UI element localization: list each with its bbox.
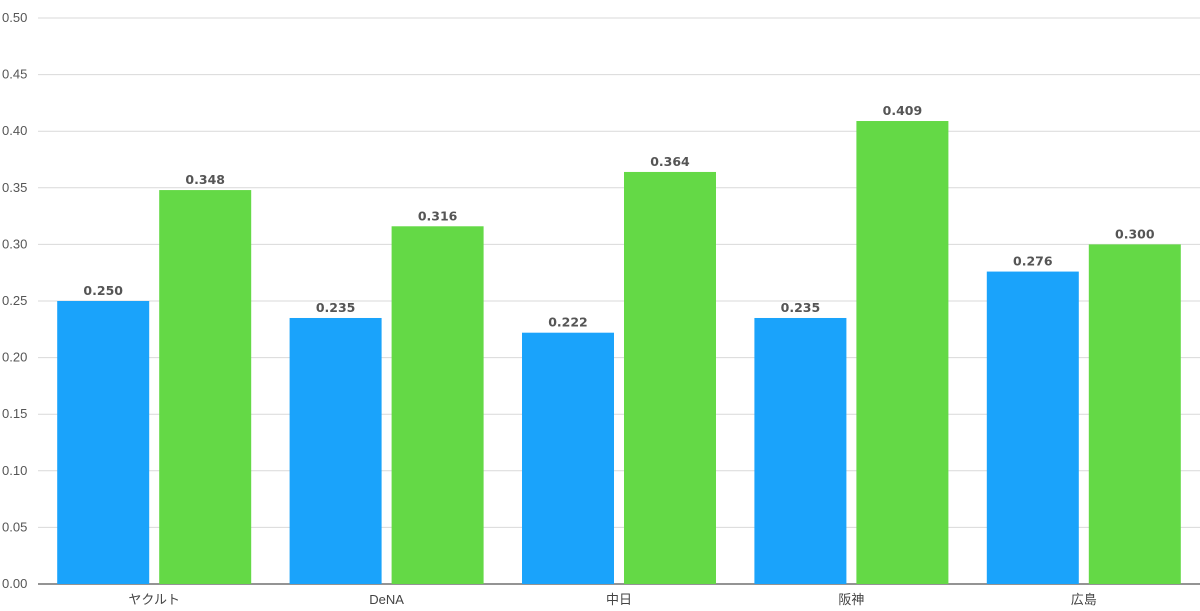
bar-value-label: 0.250 xyxy=(83,283,123,298)
bar-value-label: 0.316 xyxy=(418,208,458,223)
y-tick-label: 0.35 xyxy=(2,180,27,195)
y-tick-label: 0.20 xyxy=(2,350,27,365)
y-tick-label: 0.00 xyxy=(2,576,27,591)
bar-series1-1 xyxy=(57,301,150,584)
bar-value-label: 0.235 xyxy=(781,300,821,315)
x-category-label: DeNA xyxy=(369,592,404,607)
bar-series1-2 xyxy=(289,317,382,584)
bar-series1-4 xyxy=(754,317,847,584)
bar-series2-3 xyxy=(624,171,716,584)
y-tick-label: 0.05 xyxy=(2,519,27,534)
bar-value-label: 0.300 xyxy=(1115,226,1155,241)
y-tick-label: 0.45 xyxy=(2,67,27,82)
y-tick-label: 0.50 xyxy=(2,10,27,25)
bar-series2-1 xyxy=(159,190,252,584)
bar-value-label: 0.364 xyxy=(650,154,690,169)
bar-value-label: 0.276 xyxy=(1013,254,1053,269)
bar-value-label: 0.235 xyxy=(316,300,356,315)
y-tick-label: 0.25 xyxy=(2,293,27,308)
bar-value-label: 0.409 xyxy=(883,103,923,118)
x-category-label: ヤクルト xyxy=(128,592,180,607)
x-category-label: 阪神 xyxy=(838,592,864,607)
bar-series1-3 xyxy=(522,332,614,584)
bar-series2-5 xyxy=(1088,244,1181,584)
y-tick-label: 0.40 xyxy=(2,123,27,138)
bar-value-label: 0.348 xyxy=(185,172,225,187)
bar-series1-5 xyxy=(986,271,1079,584)
y-tick-label: 0.15 xyxy=(2,406,27,421)
bar-series2-4 xyxy=(856,121,949,585)
y-tick-label: 0.10 xyxy=(2,463,27,478)
x-category-label: 中日 xyxy=(606,592,632,607)
y-tick-label: 0.30 xyxy=(2,236,27,251)
label-layer: 0.00 0.05 0.10 0.15 0.20 0.25 0.30 0.35 0.40 0.45… xyxy=(2,10,1155,607)
x-category-label: 広島 xyxy=(1071,592,1097,607)
bar-series2-2 xyxy=(391,226,484,584)
bar-value-label: 0.222 xyxy=(548,315,588,330)
bar-layer xyxy=(57,121,1181,585)
